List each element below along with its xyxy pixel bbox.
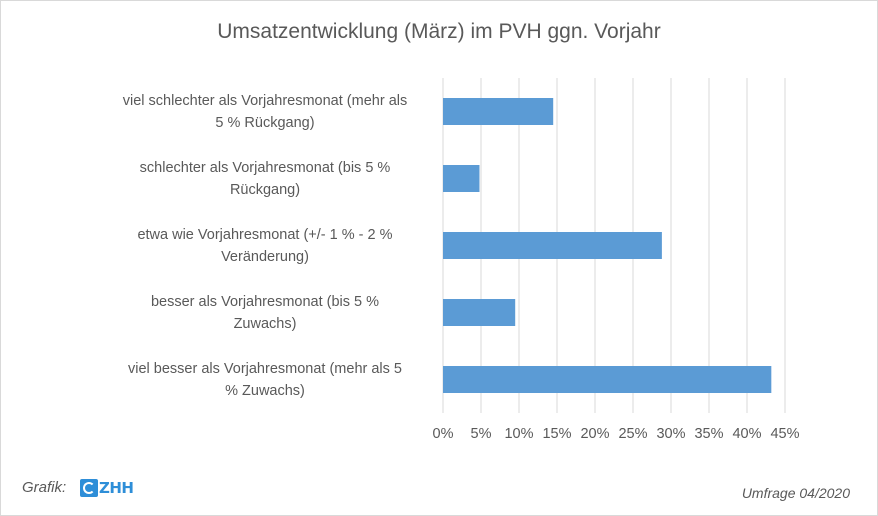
- bar: [443, 98, 554, 125]
- chart-title: Umsatzentwicklung (März) im PVH ggn. Vor…: [217, 20, 661, 43]
- x-tick-label: 25%: [618, 426, 647, 442]
- zhh-logo: ZHH: [80, 478, 134, 498]
- x-tick-label: 35%: [694, 426, 723, 442]
- category-label-line: 5 % Rückgang): [215, 114, 315, 131]
- bar: [443, 299, 516, 326]
- x-tick-label: 15%: [542, 426, 571, 442]
- zhh-logo-icon: [80, 479, 98, 497]
- survey-note: Umfrage 04/2020: [741, 485, 850, 501]
- x-tick-label: 20%: [580, 426, 609, 442]
- bar: [443, 165, 480, 192]
- category-label-line: Zuwachs): [233, 315, 297, 332]
- bar: [443, 366, 772, 393]
- category-label: etwa wie Vorjahresmonat (+/- 1 % - 2 % Ve…: [100, 224, 430, 268]
- credit-label: Grafik:: [22, 479, 67, 496]
- x-tick-label: 10%: [504, 426, 533, 442]
- category-label-line: viel schlechter als Vorjahresmonat (mehr…: [122, 92, 408, 109]
- category-label-line: % Zuwachs): [225, 382, 305, 399]
- category-label: viel besser als Vorjahresmonat (mehr als…: [100, 358, 430, 402]
- category-label: viel schlechter als Vorjahresmonat (mehr…: [100, 90, 430, 134]
- x-tick-label: 45%: [770, 426, 799, 442]
- category-label: schlechter als Vorjahresmonat (bis 5 % Rü…: [100, 157, 430, 201]
- category-label-line: Rückgang): [229, 181, 301, 198]
- category-label-line: besser als Vorjahresmonat (bis 5 %: [150, 293, 380, 310]
- x-tick-label: 0%: [433, 426, 454, 442]
- zhh-logo-text: ZHH: [99, 479, 134, 497]
- x-tick-label: 30%: [656, 426, 685, 442]
- x-tick-label: 5%: [471, 426, 492, 442]
- category-label: besser als Vorjahresmonat (bis 5 % Zuwach…: [100, 291, 430, 335]
- category-label-line: schlechter als Vorjahresmonat (bis 5 %: [139, 159, 391, 176]
- category-label-line: Veränderung): [221, 248, 309, 265]
- x-tick-label: 40%: [732, 426, 761, 442]
- category-label-line: etwa wie Vorjahresmonat (+/- 1 % - 2 %: [137, 226, 393, 243]
- bar: [443, 232, 662, 259]
- category-label-line: viel besser als Vorjahresmonat (mehr als…: [127, 360, 402, 377]
